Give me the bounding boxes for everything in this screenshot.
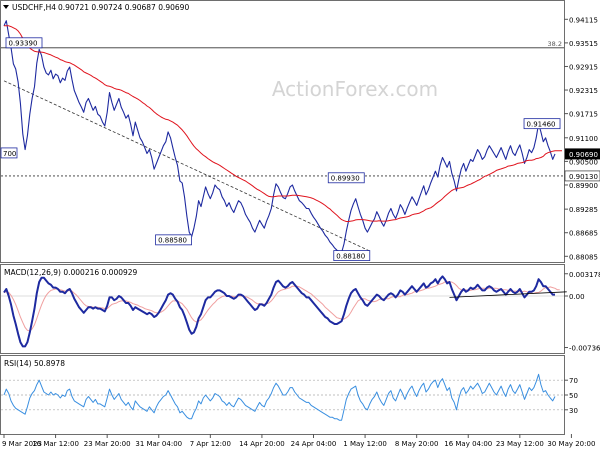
rsi-series-group (3, 373, 556, 421)
macd-y-axis: 0.003178 0.00 -0.007361 (564, 271, 600, 353)
dashed-trendline (3, 80, 370, 252)
x-tick-label: 16 May 04:00 (444, 440, 492, 448)
price-y-tick-label: 0.94115 (569, 16, 598, 24)
price-y-tick-label: 0.92315 (569, 87, 598, 95)
current-price-box (565, 148, 600, 160)
price-callout-box (5, 37, 43, 49)
macd-panel: 0.003178 0.00 -0.007361 MACD(12,26,9) 0.00… (0, 264, 600, 354)
x-tick-label: 23 May 12:00 (496, 440, 544, 448)
macd-y-tick-label: 0.003178 (569, 271, 600, 279)
price-y-tick-label: 0.92915 (569, 63, 598, 71)
macd-line (3, 275, 555, 348)
price-y-tick-label: 0.89900 (569, 182, 598, 190)
price-y-tick-label: 0.90500 (569, 158, 598, 166)
left-cut-label: 700 (3, 150, 16, 158)
price-series-group (3, 20, 562, 254)
price-callout-label: 0.93390 (9, 40, 38, 48)
macd-y-tick-label: -0.007361 (569, 345, 600, 353)
macd-header: MACD(12,26,9) 0.000216 0.000929 (4, 268, 138, 277)
level-price-box (564, 170, 600, 182)
price-callout-box (333, 250, 371, 261)
macd-trendline (449, 291, 567, 298)
x-tick-label: 9 Mar 2023 (2, 440, 42, 448)
x-tick-label: 16 Mar 12:00 (32, 440, 79, 448)
price-y-tick-label: 0.91715 (569, 111, 598, 119)
price-y-tick-label: 0.88685 (569, 230, 598, 238)
price-y-tick-label: 0.88085 (569, 253, 598, 261)
x-tick-label: 14 Apr 20:00 (239, 440, 285, 448)
price-callout-label: 0.88180 (336, 252, 365, 260)
rsi-panel: 70 50 30 RSI(14) 50.8978 (0, 355, 578, 435)
price-callout-box (523, 118, 561, 130)
rsi-y-tick-label: 70 (569, 377, 578, 385)
macd-panel-frame (0, 264, 565, 354)
x-tick-label: 31 Mar 04:00 (135, 440, 182, 448)
price-callout-box (155, 234, 192, 246)
x-tick-label: 1 May 12:00 (343, 440, 387, 448)
price-y-tick-label: 0.93515 (569, 40, 598, 48)
x-tick-label: 24 Apr 04:00 (291, 440, 337, 448)
price-callout-label: 0.89930 (331, 175, 360, 183)
macd-series-group (3, 275, 560, 348)
moving-average-line (4, 25, 562, 222)
price-panel: ActionForex.com 38.2 0.90130 700 0.93390 0.… (0, 0, 600, 263)
macd-trendline-segment (449, 291, 567, 298)
price-header-values: 0.90721 0.90724 0.90687 0.90690 (58, 3, 189, 12)
price-header: USDCHF,H4 0.90721 0.90724 0.90687 0.9069… (3, 3, 189, 12)
rsi-y-tick-label: 30 (569, 407, 578, 415)
price-callouts: 700 0.93390 0.88580 0.89930 0.88180 0.91460 (0, 37, 561, 261)
x-tick-label: 23 Mar 20:00 (84, 440, 131, 448)
current-price-label: 0.90690 (569, 151, 598, 159)
rsi-y-tick-label: 50 (569, 392, 578, 400)
horizontal-levels: 38.2 0.90130 (1, 40, 600, 182)
price-callout-label: 0.88580 (158, 237, 187, 245)
x-tick-label: 30 May 20:00 (547, 440, 595, 448)
watermark: ActionForex.com (272, 77, 438, 101)
price-y-axis: 0.94115 0.93515 0.92915 0.92315 0.91715 0.911… (564, 16, 600, 261)
rsi-y-axis: 70 50 30 (564, 377, 578, 415)
left-cut-box (0, 147, 18, 159)
collapse-arrow-icon[interactable] (3, 5, 9, 9)
x-tick-label: 7 Apr 12:00 (190, 440, 231, 448)
fib-side-label: 38.2 (548, 40, 562, 48)
price-y-tick-label: 0.91100 (569, 135, 598, 143)
price-y-tick-label: 0.89285 (569, 206, 598, 214)
price-line (3, 20, 556, 254)
level-price-label: 0.90130 (569, 173, 598, 181)
x-tick-label: 8 May 20:00 (395, 440, 439, 448)
rsi-line (3, 373, 556, 421)
price-callout-label: 0.91460 (527, 120, 556, 128)
macd-y-tick-label: 0.00 (569, 293, 585, 301)
rsi-header: RSI(14) 50.8978 (4, 359, 65, 368)
price-header-symbol: USDCHF,H4 (12, 3, 56, 12)
price-trendline (3, 80, 370, 252)
price-callout-box (327, 172, 365, 184)
price-panel-frame (0, 0, 565, 263)
